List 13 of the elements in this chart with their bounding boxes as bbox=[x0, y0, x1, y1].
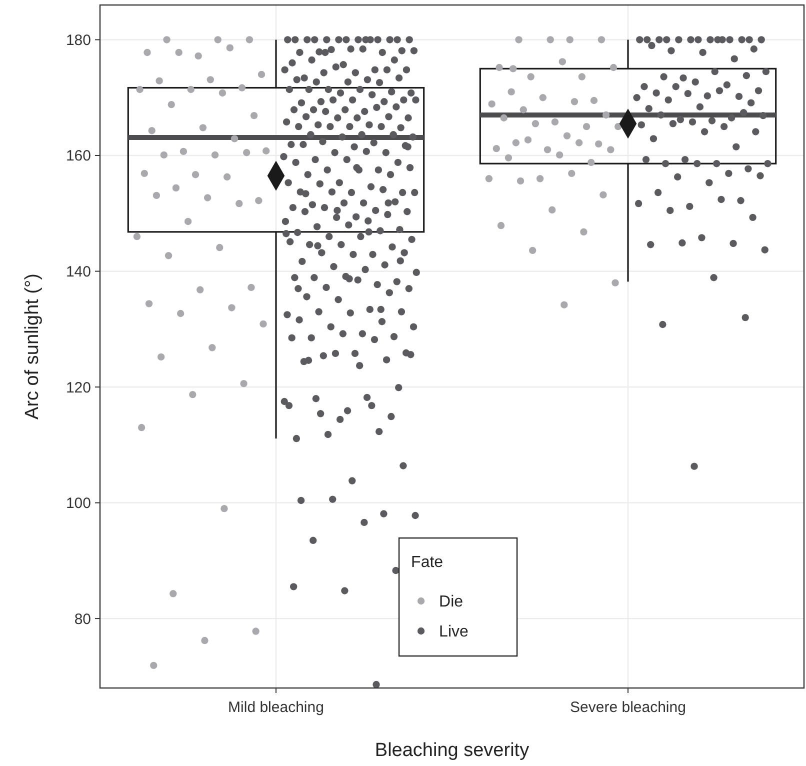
y-tick-label: 100 bbox=[66, 495, 91, 512]
y-tick-label: 120 bbox=[66, 379, 91, 396]
y-tick-label: 160 bbox=[66, 148, 91, 165]
legend-label: Die bbox=[439, 594, 464, 611]
x-axis-title: Bleaching severity bbox=[374, 740, 530, 761]
x-tick-label: Mild bleaching bbox=[228, 699, 324, 716]
legend-title: Fate bbox=[411, 554, 444, 571]
y-tick-label: 140 bbox=[66, 264, 91, 281]
y-axis-title: Arc of sunlight (°) bbox=[22, 274, 43, 420]
y-tick-label: 80 bbox=[74, 610, 91, 628]
x-tick-label: Severe bleaching bbox=[570, 699, 686, 716]
y-tick-label: 180 bbox=[66, 32, 91, 49]
legend-label: Live bbox=[439, 624, 468, 641]
